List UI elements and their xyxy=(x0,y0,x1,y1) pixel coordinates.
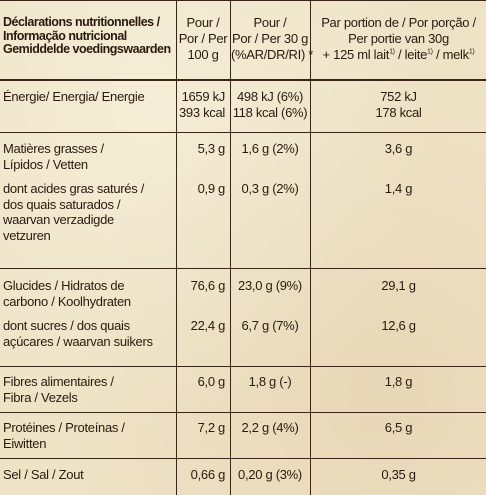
value-fibre-portion: 1,8 g xyxy=(384,374,413,389)
header-per-portion: Par portion de / Por porção / Per portie… xyxy=(321,15,476,62)
value-fat-30g: 1,6 g (2%) xyxy=(241,141,299,156)
value-sugars-portion: 12,6 g xyxy=(381,318,416,333)
row-label-protein: Protéines / Proteínas / Eiwitten xyxy=(3,420,125,451)
value-saturated-30g: 0,3 g (2%) xyxy=(241,181,299,196)
value-protein-30g: 2,2 g (4%) xyxy=(241,420,299,435)
row-divider xyxy=(0,366,486,367)
value-saturated-portion: 1,4 g xyxy=(384,181,413,196)
row-divider xyxy=(0,268,486,269)
value-carbohydrates-100g: 76,6 g xyxy=(190,278,226,293)
value-saturated-100g: 0,9 g xyxy=(197,181,226,196)
row-divider xyxy=(0,458,486,459)
row-label-saturated: dont acides gras saturés / dos quais satu… xyxy=(3,181,145,243)
header-label: Déclarations nutritionnelles / Informaçã… xyxy=(3,15,171,56)
value-salt-100g: 0,66 g xyxy=(190,467,226,482)
value-protein-portion: 6,5 g xyxy=(384,420,413,435)
value-sugars-100g: 22,4 g xyxy=(190,318,226,333)
row-label-fibre: Fibres alimentaires / Fibra / Vezels xyxy=(3,374,114,405)
row-divider xyxy=(0,412,486,413)
column-divider xyxy=(230,0,231,495)
header-per-100g: Pour / Por / Per 100 g xyxy=(178,15,228,62)
column-divider xyxy=(176,0,177,495)
row-label-salt: Sel / Sal / Zout xyxy=(3,467,84,482)
value-salt-portion: 0,35 g xyxy=(381,467,416,482)
header-divider xyxy=(0,79,486,81)
value-sugars-30g: 6,7 g (7%) xyxy=(241,318,299,333)
value-fat-portion: 3,6 g xyxy=(384,141,413,156)
value-fibre-30g: 1,8 g (-) xyxy=(248,374,292,389)
value-carbohydrates-30g: 23,0 g (9%) xyxy=(238,278,302,293)
row-label-fat: Matières grasses / Lípidos / Vetten xyxy=(3,141,104,172)
row-label-carbohydrates: Glucides / Hidratos de carbono / Koolhydr… xyxy=(3,278,131,309)
value-energy-30g: 498 kJ (6%) 118 kcal (6%) xyxy=(232,89,308,120)
row-divider xyxy=(0,132,486,133)
table-border-top xyxy=(0,0,486,1)
value-carbohydrates-portion: 29,1 g xyxy=(381,278,416,293)
row-label-sugars: dont sucres / dos quais açúcares / waarva… xyxy=(3,318,153,349)
value-fibre-100g: 6,0 g xyxy=(197,374,226,389)
value-fat-100g: 5,3 g xyxy=(197,141,226,156)
value-salt-30g: 0,20 g (3%) xyxy=(238,467,302,482)
value-energy-portion: 752 kJ 178 kcal xyxy=(375,89,422,120)
column-divider xyxy=(310,0,311,495)
header-per-30g: Pour / Por / Per 30 g (%AR/DR/RI) * xyxy=(231,15,314,62)
value-protein-100g: 7,2 g xyxy=(197,420,226,435)
row-label-energy: Énergie/ Energia/ Energie xyxy=(3,89,145,104)
value-energy-100g: 1659 kJ 393 kcal xyxy=(178,89,225,120)
